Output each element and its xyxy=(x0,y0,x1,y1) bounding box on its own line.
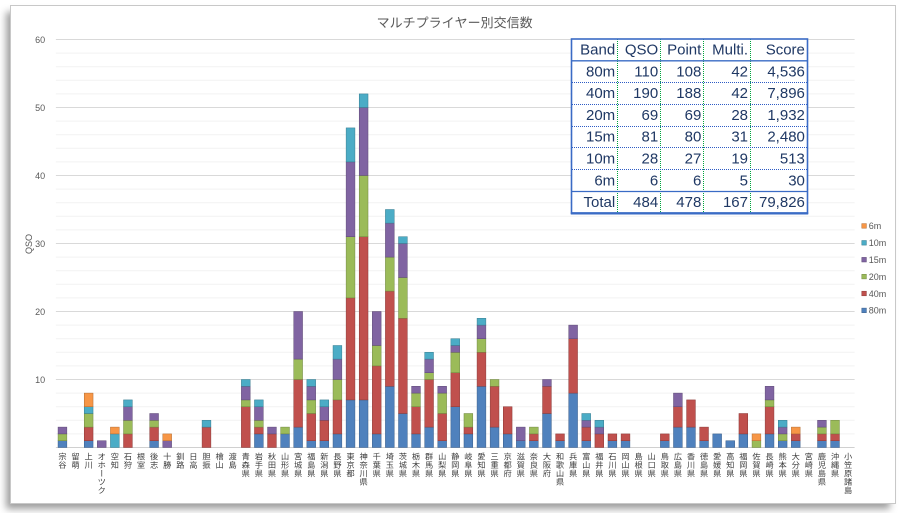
svg-text:42: 42 xyxy=(731,63,748,80)
svg-text:6m: 6m xyxy=(869,221,882,231)
svg-text:513: 513 xyxy=(780,151,805,168)
svg-text:188: 188 xyxy=(676,85,701,102)
svg-text:Total: Total xyxy=(584,194,616,211)
svg-text:110: 110 xyxy=(634,63,658,80)
svg-text:6: 6 xyxy=(650,172,658,189)
svg-text:50: 50 xyxy=(35,103,45,113)
svg-text:6: 6 xyxy=(693,172,701,189)
svg-text:80m: 80m xyxy=(869,306,887,316)
svg-text:80: 80 xyxy=(685,129,702,146)
svg-text:28: 28 xyxy=(731,107,748,124)
svg-text:108: 108 xyxy=(676,63,701,80)
svg-text:2,480: 2,480 xyxy=(767,129,805,146)
svg-text:69: 69 xyxy=(685,107,702,124)
svg-text:Multi.: Multi. xyxy=(712,42,748,59)
svg-text:7,896: 7,896 xyxy=(767,85,805,102)
svg-text:20m: 20m xyxy=(586,107,615,124)
svg-text:Score: Score xyxy=(766,42,805,59)
svg-text:28: 28 xyxy=(642,151,659,168)
svg-text:31: 31 xyxy=(731,129,748,146)
svg-text:27: 27 xyxy=(685,151,702,168)
svg-text:10m: 10m xyxy=(869,238,887,248)
svg-text:QSO: QSO xyxy=(24,234,34,254)
svg-text:19: 19 xyxy=(731,151,748,168)
svg-text:15m: 15m xyxy=(586,129,615,146)
svg-text:15m: 15m xyxy=(869,255,887,265)
svg-text:69: 69 xyxy=(642,107,659,124)
svg-text:81: 81 xyxy=(642,129,659,146)
svg-text:40: 40 xyxy=(35,171,45,181)
svg-text:42: 42 xyxy=(731,85,748,102)
svg-text:6m: 6m xyxy=(594,172,615,189)
svg-text:20m: 20m xyxy=(869,272,887,282)
svg-text:30: 30 xyxy=(788,172,805,189)
svg-text:5: 5 xyxy=(740,172,748,189)
svg-text:190: 190 xyxy=(633,85,658,102)
svg-text:20: 20 xyxy=(35,307,45,317)
svg-text:40m: 40m xyxy=(586,85,615,102)
svg-text:484: 484 xyxy=(633,194,658,211)
svg-text:79,826: 79,826 xyxy=(759,194,805,211)
svg-text:10: 10 xyxy=(35,375,45,385)
svg-text:167: 167 xyxy=(723,194,748,211)
svg-text:60: 60 xyxy=(35,35,45,45)
svg-text:80m: 80m xyxy=(586,63,615,80)
svg-text:4,536: 4,536 xyxy=(767,63,805,80)
svg-text:30: 30 xyxy=(35,239,45,249)
svg-text:QSO: QSO xyxy=(625,42,658,59)
svg-text:40m: 40m xyxy=(869,289,887,299)
svg-text:Band: Band xyxy=(580,42,615,59)
svg-text:478: 478 xyxy=(676,194,701,211)
svg-text:1,932: 1,932 xyxy=(767,107,805,124)
svg-text:10m: 10m xyxy=(586,151,615,168)
svg-text:Point: Point xyxy=(667,42,702,59)
